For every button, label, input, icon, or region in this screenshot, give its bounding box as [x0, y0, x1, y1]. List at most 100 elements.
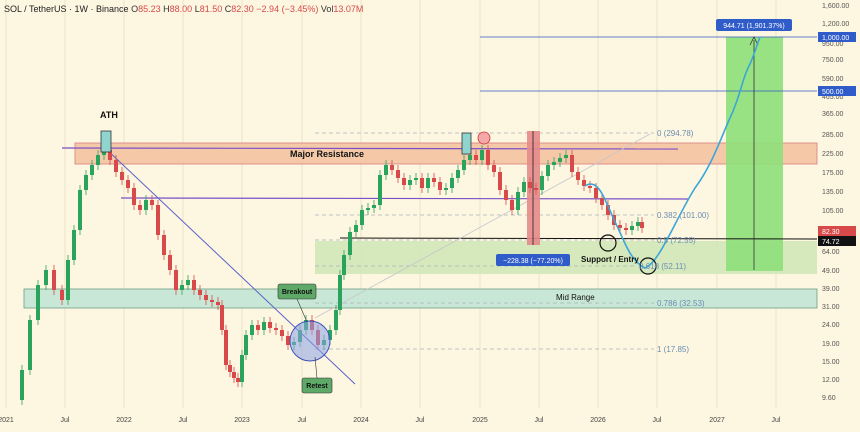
open-value: 85.23 — [138, 4, 161, 14]
candle-body — [174, 270, 178, 290]
candle-body — [486, 150, 490, 165]
candle-body — [144, 200, 148, 210]
candle-body — [72, 230, 76, 260]
candle-body — [546, 165, 550, 176]
candle-body — [36, 285, 40, 320]
price-tag-1000 — [818, 32, 856, 42]
fib-retracement — [315, 132, 654, 350]
candle-body — [20, 370, 24, 400]
candle-body — [408, 180, 412, 185]
candle-body — [108, 150, 112, 160]
time-tick: Jul — [416, 417, 425, 424]
candle-body — [274, 328, 278, 330]
candle-body — [378, 175, 382, 205]
top-circle-marker — [477, 131, 491, 145]
candle-body — [384, 165, 388, 175]
candle-body — [504, 190, 508, 200]
price-axis[interactable]: 1,600.00 1,200.00 950.00 750.00 590.00 4… — [818, 3, 856, 402]
support-circle-1 — [599, 234, 617, 252]
candle-body — [444, 188, 448, 190]
candle-body — [498, 172, 502, 190]
candle-body — [462, 160, 466, 170]
price-tick: 39.00 — [822, 286, 840, 293]
price-tick: 15.00 — [822, 359, 840, 366]
price-tick: 105.00 — [822, 208, 844, 215]
price-tick: 64.00 — [822, 249, 840, 256]
candle-body — [250, 325, 254, 335]
candle-body — [594, 188, 598, 198]
projected-price-path — [584, 36, 761, 269]
candle-body — [564, 155, 568, 158]
candle-body — [186, 280, 190, 285]
candle-body — [456, 170, 460, 178]
candle-body — [348, 232, 352, 255]
candle-body — [420, 178, 424, 188]
price-tick: 135.00 — [822, 189, 844, 196]
candle-body — [198, 290, 202, 295]
candle-body — [426, 178, 430, 188]
drawdown-tag — [496, 254, 570, 266]
price-tick: 225.00 — [822, 151, 844, 158]
candle-body — [268, 322, 272, 328]
current-support-line — [339, 237, 818, 240]
time-tick: 2027 — [709, 417, 725, 424]
high-value: 88.00 — [169, 4, 193, 14]
time-tick: Jul — [179, 417, 188, 424]
support-circle-2 — [639, 257, 657, 275]
candle-body — [558, 158, 562, 162]
candle-body — [240, 355, 244, 382]
candle-body — [220, 305, 224, 330]
price-tick: 1,200.00 — [822, 21, 849, 28]
chart-legend-header: SOL / TetherUS · 1W · Binance O85.23 H88… — [4, 4, 363, 14]
candle-body — [204, 295, 208, 300]
candle-body — [636, 222, 640, 226]
candle-body — [438, 182, 442, 190]
candle-body — [102, 150, 106, 155]
time-tick: Jul — [61, 417, 70, 424]
candle-body — [60, 290, 64, 300]
candle-body — [44, 270, 48, 285]
candle-body — [180, 285, 184, 290]
target-zone — [726, 37, 783, 271]
candle-body — [216, 302, 220, 305]
candle-body — [168, 255, 172, 270]
price-tick: 950.00 — [822, 41, 844, 48]
price-tag-current-label: 82.30 — [822, 229, 840, 236]
candle-body — [138, 205, 142, 210]
candle-body — [120, 172, 124, 180]
candle-body — [28, 320, 32, 370]
price-tick: 19.00 — [822, 341, 840, 348]
price-tick: 9.60 — [822, 395, 836, 402]
symbol-label: SOL / TetherUS · 1W · Binance — [4, 4, 129, 14]
candle-body — [552, 162, 556, 165]
price-tag-500 — [818, 86, 856, 96]
candle-body — [468, 155, 472, 160]
time-tick: 2023 — [234, 417, 250, 424]
candle-body — [600, 198, 604, 205]
price-tick: 465.00 — [822, 94, 844, 101]
candle-body — [90, 165, 94, 175]
target-arrow-head — [749, 36, 759, 46]
volume-key: Vol — [320, 4, 334, 14]
drawdown-tag-label: −228.38 (−77.20%) — [503, 258, 563, 265]
candle-body — [576, 172, 580, 180]
candle-body — [156, 205, 160, 235]
candle-body — [492, 165, 496, 172]
volume-value: 13.07M — [333, 4, 364, 14]
candle-body — [262, 322, 266, 330]
mid-range-label: Mid Range — [556, 293, 595, 302]
fib-0-label: 0 (294.78) — [657, 129, 694, 138]
candle-body — [328, 330, 332, 340]
candle-body — [630, 226, 634, 230]
candle-body — [338, 275, 342, 310]
candle-body — [244, 335, 248, 355]
time-axis[interactable]: 2021 Jul 2022 Jul 2023 Jul 2024 Jul 2025… — [0, 417, 781, 424]
candle-body — [540, 176, 544, 190]
candle-body — [334, 310, 338, 330]
close-value: 82.30 — [231, 4, 254, 14]
candle-body — [480, 150, 484, 160]
candle-body — [66, 260, 70, 300]
time-tick: Jul — [298, 417, 307, 424]
candle-body — [390, 165, 394, 170]
